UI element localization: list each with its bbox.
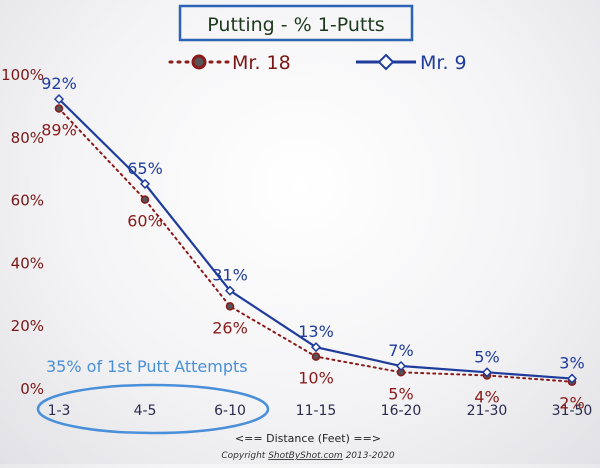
- annotation-ellipse: [36, 383, 270, 435]
- legend: Mr. 18 Mr. 9: [168, 52, 467, 74]
- data-label-mr18: 10%: [298, 369, 334, 388]
- data-label-mr18: 26%: [212, 318, 248, 337]
- data-label-mr18: 2%: [559, 394, 584, 413]
- data-label-mr18: 89%: [41, 121, 77, 140]
- title-box: [178, 4, 414, 42]
- data-point-mr9: [224, 285, 236, 296]
- data-label-mr9: 65%: [127, 159, 163, 178]
- data-point-mr9: [481, 367, 493, 378]
- x-axis: 1-3 4-5 6-10 11-15 16-20 21-30 31-50: [48, 403, 593, 419]
- y-tick-label: 20%: [11, 317, 44, 335]
- data-label-mr9: 92%: [41, 74, 77, 93]
- chart-title: Putting - % 1-Putts: [207, 14, 384, 36]
- data-label-mr18: 60%: [127, 212, 163, 231]
- data-label-mr9: 31%: [212, 266, 248, 285]
- data-label-mr9: 3%: [559, 354, 584, 373]
- x-tick-label: 4-5: [134, 403, 157, 419]
- legend-marker-mr18: [191, 54, 207, 70]
- y-tick-label: 80%: [11, 129, 44, 147]
- data-point-mr9: [139, 178, 151, 189]
- data-point-mr9: [53, 94, 65, 105]
- series-layer: [53, 94, 578, 386]
- y-tick-label: 100%: [1, 66, 44, 84]
- data-label-mr9: 5%: [474, 347, 499, 366]
- legend-marker-mr9: [377, 53, 395, 71]
- x-tick-label: 1-3: [48, 403, 71, 419]
- data-point-mr9: [566, 373, 578, 384]
- data-point-mr9: [395, 360, 407, 372]
- legend-label-mr18: Mr. 18: [232, 52, 291, 74]
- x-tick-label: 16-20: [381, 403, 422, 419]
- legend-label-mr9: Mr. 9: [420, 52, 467, 74]
- data-label-mr9: 7%: [388, 341, 413, 360]
- x-tick-label: 21-30: [467, 403, 508, 419]
- data-point-mr18: [311, 352, 321, 361]
- data-point-mr9: [310, 342, 322, 353]
- data-label-mr18: 5%: [388, 384, 413, 403]
- x-tick-label: 31-50: [552, 403, 593, 419]
- data-point-mr18: [225, 302, 235, 311]
- y-tick-label: 60%: [11, 192, 44, 210]
- annotation-text: 35% of 1st Putt Attempts: [46, 357, 248, 376]
- y-tick-label: 0%: [20, 380, 44, 398]
- data-point-mr18: [54, 104, 64, 113]
- copyright: Copyright ShotByShot.com 2013-2020: [221, 451, 395, 461]
- x-axis-title: <== Distance (Feet) ==>: [235, 432, 381, 445]
- data-labels: 92% 65% 31% 13% 7% 5% 3% 89% 60% 26% 10% 5% 4% 2%: [41, 74, 584, 413]
- y-tick-label: 40%: [11, 254, 44, 272]
- y-axis: 0% 20% 40% 60% 80% 100%: [1, 66, 44, 398]
- data-label-mr9: 13%: [298, 322, 334, 341]
- data-point-mr18: [140, 195, 150, 204]
- data-label-mr18: 4%: [474, 387, 499, 406]
- x-tick-label: 6-10: [214, 403, 246, 419]
- x-tick-label: 11-15: [296, 403, 337, 419]
